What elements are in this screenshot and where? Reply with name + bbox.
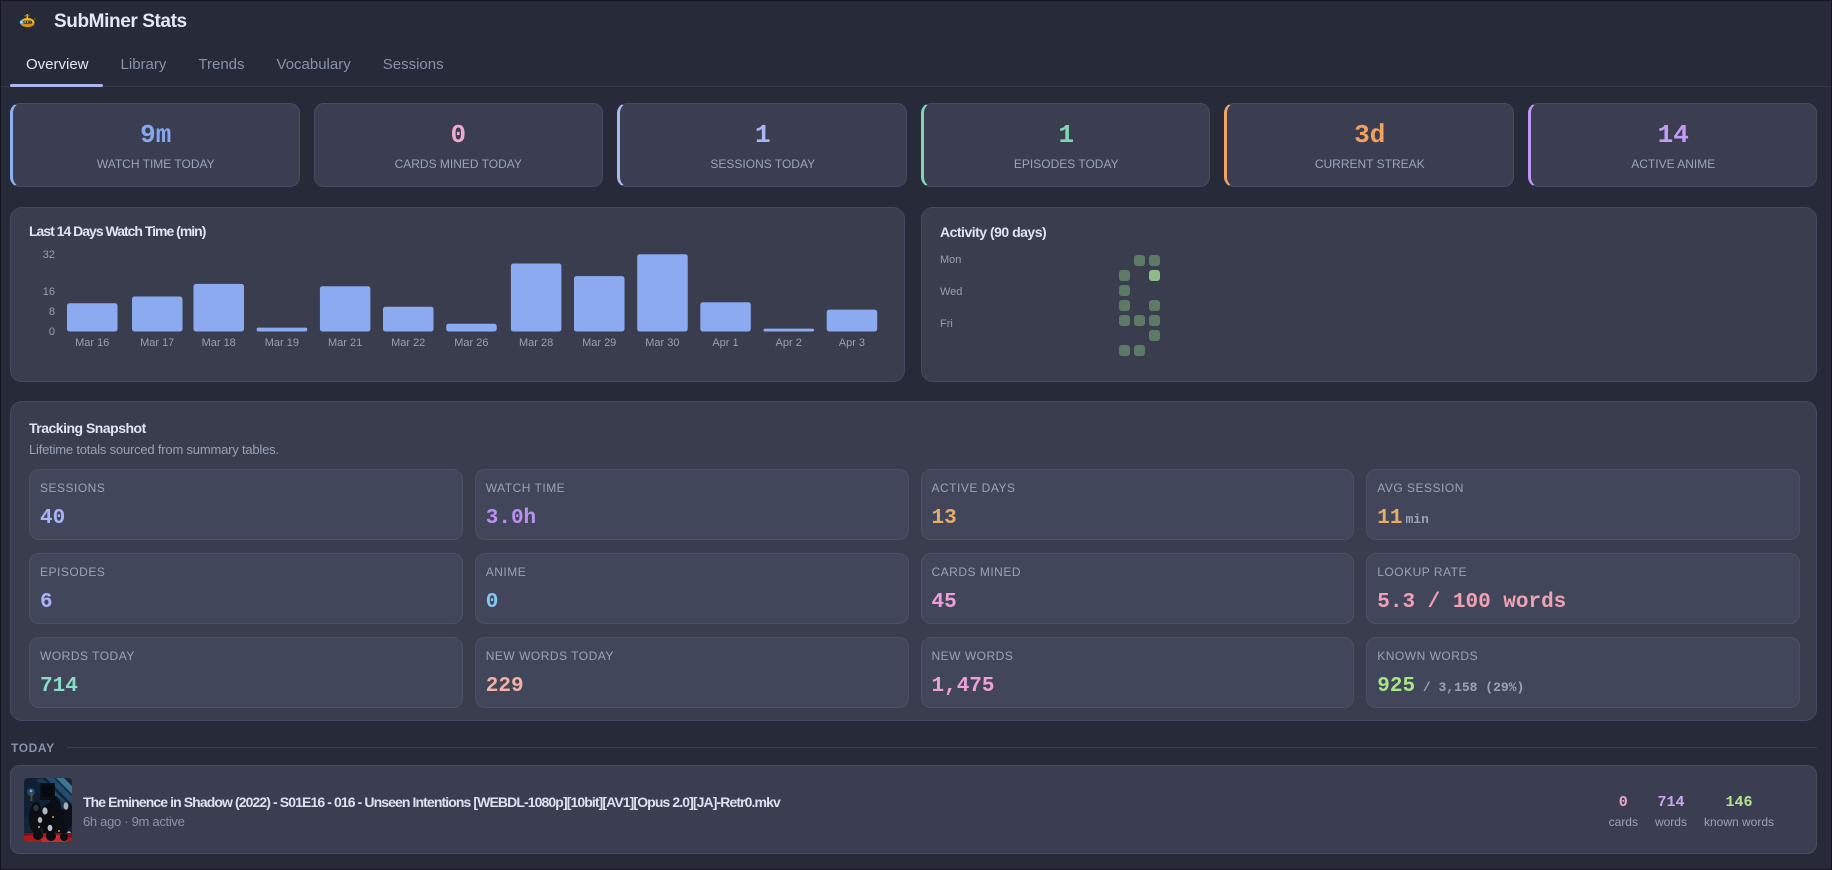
- svg-text:Mar 26: Mar 26: [454, 337, 488, 349]
- svg-text:Apr 3: Apr 3: [839, 337, 865, 349]
- svg-text:32: 32: [43, 249, 55, 261]
- svg-text:Mar 28: Mar 28: [519, 337, 553, 349]
- svg-text:Mar 16: Mar 16: [75, 337, 109, 349]
- svg-text:Mar 22: Mar 22: [391, 337, 425, 349]
- svg-text:Apr 1: Apr 1: [712, 337, 738, 349]
- svg-text:Mar 18: Mar 18: [202, 337, 236, 349]
- svg-text:Mar 30: Mar 30: [645, 337, 679, 349]
- svg-text:Mar 17: Mar 17: [140, 337, 174, 349]
- svg-text:Apr 2: Apr 2: [776, 337, 802, 349]
- svg-text:Mar 19: Mar 19: [265, 337, 299, 349]
- svg-text:16: 16: [43, 286, 55, 298]
- svg-text:0: 0: [49, 326, 55, 338]
- svg-text:Mar 29: Mar 29: [582, 337, 616, 349]
- svg-text:8: 8: [49, 306, 55, 318]
- svg-text:Mar 21: Mar 21: [328, 337, 362, 349]
